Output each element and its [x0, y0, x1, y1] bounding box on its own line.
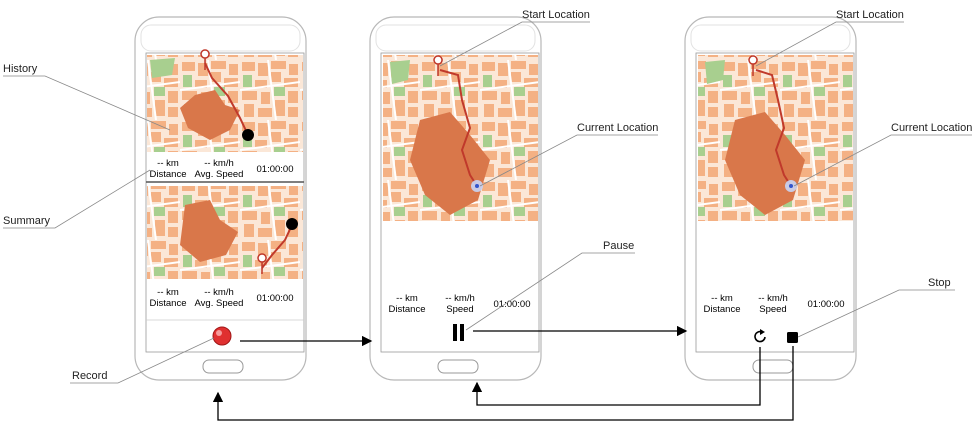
stop-button[interactable]	[787, 332, 798, 343]
distance-value: -- km	[157, 158, 179, 169]
speed-value: -- km/h	[445, 293, 475, 304]
reset-icon[interactable]	[754, 330, 766, 343]
phone-history: -- km Distance -- km/h Avg. Speed 01:00:…	[134, 16, 307, 381]
callout-record: Record	[72, 370, 107, 382]
distance-label: Distance	[150, 169, 187, 180]
home-button[interactable]	[437, 359, 479, 374]
time-value: 01:00:00	[808, 299, 845, 310]
home-button[interactable]	[202, 359, 244, 374]
flow-arrows	[212, 325, 794, 421]
distance-label: Distance	[389, 304, 426, 315]
speed-label: Avg. Speed	[195, 298, 244, 309]
history-map-2[interactable]	[147, 186, 303, 279]
history-map-1[interactable]	[147, 49, 303, 152]
history-summary-2[interactable]: -- km Distance -- km/h Avg. Speed 01:00:…	[150, 287, 294, 309]
pause-icon[interactable]	[453, 324, 457, 341]
callout-current-location-2: Current Location	[891, 122, 972, 134]
live-map[interactable]	[383, 55, 538, 221]
callouts: History Summary Record Start Location Cu…	[3, 9, 972, 384]
live-summary: -- km Distance -- km/h Speed 01:00:00	[389, 293, 531, 315]
speed-value: -- km/h	[758, 293, 788, 304]
callout-current-location-1: Current Location	[577, 122, 658, 134]
pause-button[interactable]	[453, 324, 464, 341]
distance-label: Distance	[704, 304, 741, 315]
callout-start-location-2: Start Location	[836, 9, 904, 21]
callout-start-location-1: Start Location	[522, 9, 590, 21]
distance-value: -- km	[711, 293, 733, 304]
distance-value: -- km	[157, 287, 179, 298]
speed-value: -- km/h	[204, 287, 234, 298]
callout-summary: Summary	[3, 215, 51, 227]
distance-value: -- km	[396, 293, 418, 304]
stop-arrow	[212, 346, 794, 421]
current-location-dot	[475, 184, 479, 188]
history-end-marker	[242, 129, 254, 141]
paused-map[interactable]	[698, 55, 853, 221]
callout-stop: Stop	[928, 277, 951, 289]
history-route-line	[261, 224, 293, 269]
history-summary-1[interactable]: -- km Distance -- km/h Avg. Speed 01:00:…	[150, 158, 294, 180]
history-end-marker	[286, 218, 298, 230]
distance-label: Distance	[150, 298, 187, 309]
history-route-line	[204, 62, 249, 136]
callout-history: History	[3, 63, 38, 75]
phone-paused: -- km Distance -- km/h Speed 01:00:00	[684, 16, 857, 381]
time-value: 01:00:00	[257, 164, 294, 175]
location-pin-icon	[748, 55, 758, 77]
location-pin-icon	[200, 49, 210, 71]
location-pin-icon	[433, 55, 443, 77]
speed-value: -- km/h	[204, 158, 234, 169]
record-button[interactable]	[212, 326, 232, 346]
phone-top-bezel	[140, 24, 301, 52]
route-line	[755, 69, 792, 187]
speed-label: Avg. Speed	[195, 169, 244, 180]
time-value: 01:00:00	[257, 293, 294, 304]
time-value: 01:00:00	[494, 299, 531, 310]
location-pin-icon	[257, 253, 267, 275]
route-line	[439, 69, 478, 187]
current-location-dot	[789, 184, 793, 188]
phone-top-bezel	[375, 24, 536, 52]
speed-label: Speed	[446, 304, 473, 315]
speed-label: Speed	[759, 304, 786, 315]
callout-pause: Pause	[603, 240, 634, 252]
resume-arrow	[471, 347, 761, 406]
home-button[interactable]	[752, 359, 794, 374]
paused-summary: -- km Distance -- km/h Speed 01:00:00	[704, 293, 845, 315]
phone-recording: -- km Distance -- km/h Speed 01:00:00	[369, 16, 542, 381]
phone-top-bezel	[690, 24, 851, 52]
record-button-icon[interactable]	[212, 326, 232, 346]
reset-button[interactable]	[754, 329, 766, 343]
